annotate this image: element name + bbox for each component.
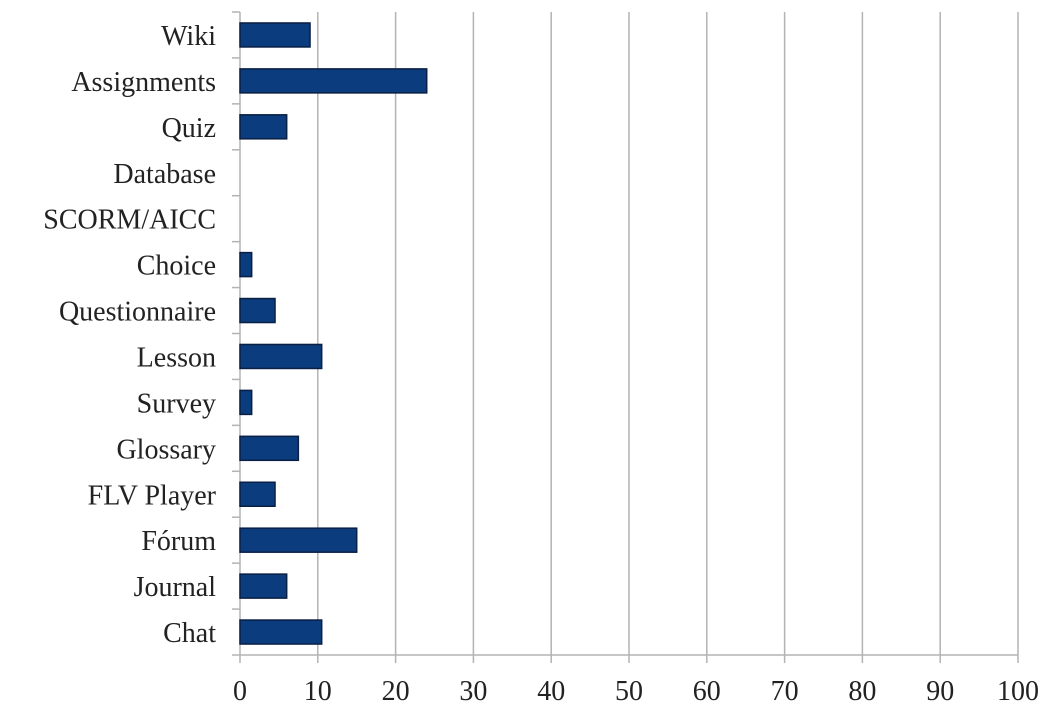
category-label: FLV Player bbox=[88, 480, 217, 511]
x-tick-label: 20 bbox=[382, 676, 410, 707]
bar-chat bbox=[239, 619, 323, 645]
category-label: Database bbox=[113, 159, 216, 190]
bar-wiki bbox=[239, 22, 311, 48]
category-label: SCORM/AICC bbox=[43, 205, 216, 236]
bar-journal bbox=[239, 573, 288, 599]
x-tick-label: 0 bbox=[233, 676, 247, 707]
bar-choice bbox=[239, 251, 253, 278]
bar-survey bbox=[239, 389, 253, 416]
x-tick-label: 70 bbox=[771, 676, 799, 707]
x-tick-label: 50 bbox=[615, 676, 643, 707]
x-tick-label: 40 bbox=[537, 676, 565, 707]
bars bbox=[239, 22, 428, 645]
category-label: Survey bbox=[137, 388, 216, 419]
grid bbox=[317, 12, 1019, 655]
category-label: Assignments bbox=[71, 67, 216, 98]
category-label: Glossary bbox=[116, 434, 216, 465]
bar-f-rum bbox=[239, 527, 358, 553]
x-tick-labels: 0 10 20 30 40 50 60 70 80 90 100 bbox=[233, 676, 1039, 707]
axes bbox=[232, 11, 1019, 663]
x-tick-label: 90 bbox=[926, 676, 954, 707]
bar-assignments bbox=[239, 68, 428, 94]
x-tick-label: 30 bbox=[459, 676, 487, 707]
bar-lesson bbox=[239, 343, 323, 370]
bar-questionnaire bbox=[239, 297, 276, 324]
category-label: Quiz bbox=[162, 113, 216, 144]
bar-glossary bbox=[239, 435, 300, 462]
x-tick-label: 60 bbox=[693, 676, 721, 707]
x-tick-label: 100 bbox=[997, 676, 1039, 707]
category-label: Fórum bbox=[141, 526, 216, 557]
category-label: Wiki bbox=[161, 21, 216, 52]
x-tick-label: 80 bbox=[848, 676, 876, 707]
category-labels: Wiki Assignments Quiz Database SCORM/AICC Cho… bbox=[43, 21, 216, 649]
x-tick-label: 10 bbox=[304, 676, 332, 707]
bar-quiz bbox=[239, 114, 288, 140]
category-label: Choice bbox=[137, 251, 216, 282]
category-label: Questionnaire bbox=[59, 297, 216, 328]
bar-flv-player bbox=[239, 481, 276, 507]
category-label: Journal bbox=[134, 572, 217, 603]
category-label: Chat bbox=[163, 618, 216, 649]
category-label: Lesson bbox=[137, 342, 216, 373]
